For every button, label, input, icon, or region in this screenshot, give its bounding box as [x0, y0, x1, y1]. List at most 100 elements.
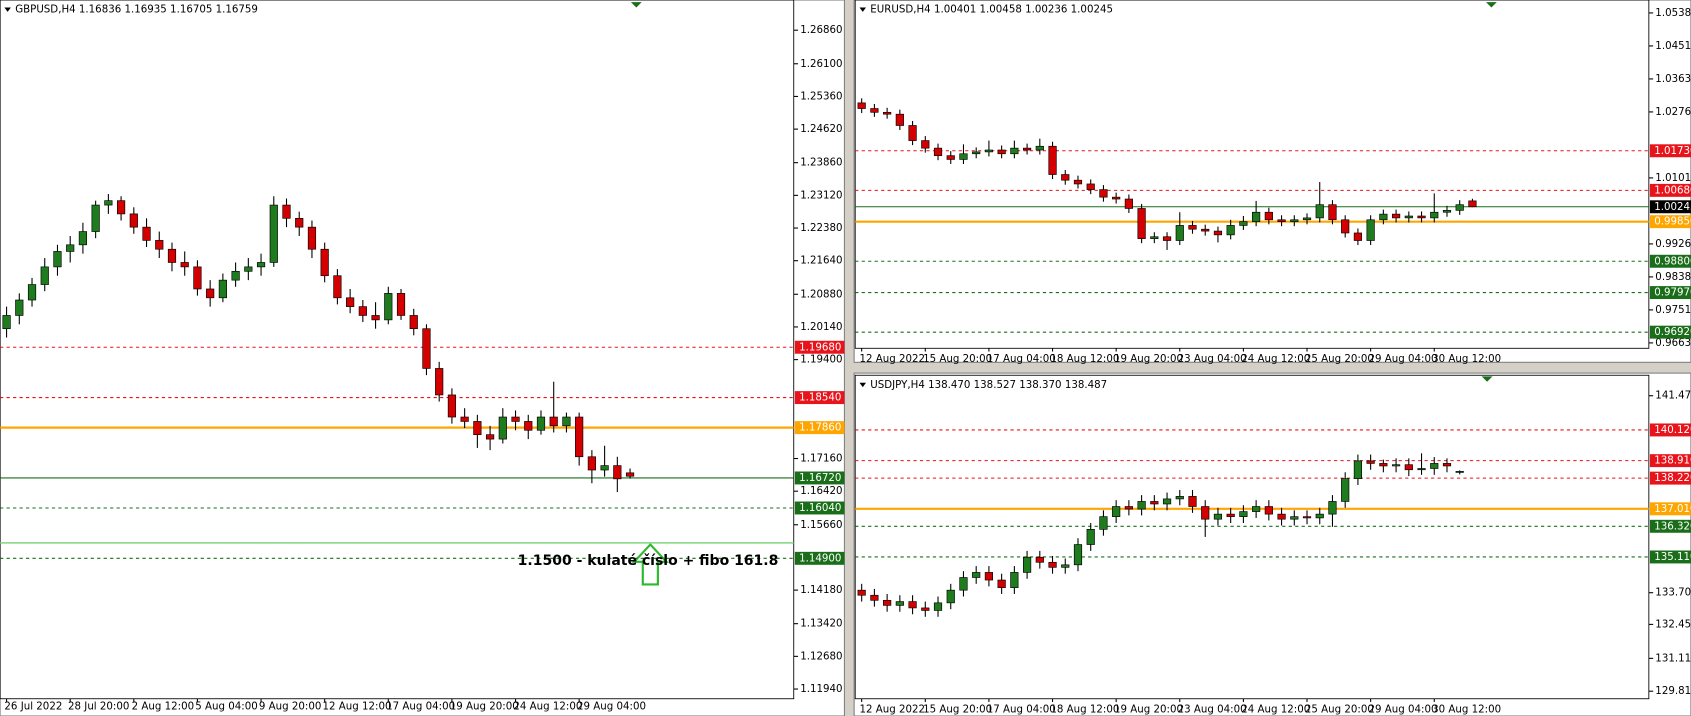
candle-body: [1455, 471, 1464, 473]
candle-body: [1213, 513, 1223, 520]
level-label: 1.01730: [1654, 145, 1691, 157]
candle-body: [1290, 516, 1299, 520]
x-tick-label: 12 Aug 12:00: [323, 700, 392, 712]
x-tick-label: 15 Aug 20:00: [923, 353, 992, 365]
level-label-bg: [1649, 144, 1691, 158]
candle-body: [1455, 204, 1464, 211]
candle-body: [396, 293, 406, 316]
level-label-bg: [1649, 215, 1691, 229]
x-tick-label: 28 Jul 20:00: [68, 700, 129, 712]
candle-body: [15, 299, 24, 316]
plot-area: [854, 0, 1650, 349]
candle-body: [1379, 213, 1388, 221]
y-tick-label: 1.25360: [800, 90, 842, 102]
candle-body: [1061, 174, 1070, 181]
candle-body: [536, 416, 546, 431]
y-tick-label: 1.15660: [800, 519, 842, 531]
title-marker: [4, 7, 11, 12]
candle-body: [1366, 219, 1375, 241]
candle-body: [984, 572, 994, 581]
candle-body: [1430, 463, 1439, 469]
candle-body: [1124, 198, 1133, 209]
candle-body: [1035, 145, 1044, 151]
level-label-bg: [794, 421, 845, 435]
candle-body: [269, 204, 278, 263]
level-label-bg: [1649, 183, 1691, 197]
candle-body: [1010, 572, 1019, 588]
candle-body: [1442, 210, 1452, 213]
candle-body: [1201, 228, 1210, 232]
candle-body: [1022, 556, 1032, 573]
candle-body: [27, 284, 37, 301]
y-tick-label: 1.23120: [800, 189, 842, 201]
candle-body: [1315, 204, 1324, 219]
candle-body: [1442, 463, 1452, 467]
candle-body: [1379, 463, 1388, 467]
x-tick-label: 18 Aug 12:00: [1050, 704, 1119, 716]
candle-body: [53, 251, 62, 268]
x-tick-label: 24 Aug 12:00: [1241, 353, 1310, 365]
candle-body: [857, 589, 866, 596]
candle-body: [1022, 147, 1032, 151]
candle-body: [447, 394, 457, 418]
y-tick-label: 1.24620: [800, 123, 842, 135]
level-label-bg: [794, 391, 845, 405]
candle-body: [1468, 200, 1477, 208]
candle-body: [997, 149, 1006, 155]
candle-body: [1353, 460, 1363, 479]
candle-body: [104, 200, 113, 206]
x-tick-label: 23 Aug 04:00: [1178, 704, 1247, 716]
level-label: 138.910: [1654, 455, 1691, 467]
x-tick-label: 5 Aug 04:00: [195, 700, 257, 712]
candle-body: [371, 315, 380, 321]
candle-body: [206, 288, 215, 299]
y-tick-label: 1.16420: [800, 485, 842, 497]
y-tick-label: 1.13420: [800, 618, 842, 630]
panel-usdjpy: [853, 372, 1691, 716]
x-tick-label: 12 Aug 2022: [860, 704, 926, 716]
level-label-bg: [1649, 254, 1691, 268]
candle-body: [1137, 208, 1146, 239]
candle-body: [1188, 496, 1197, 507]
level-label-bg: [1649, 519, 1691, 533]
candle-body: [895, 113, 904, 126]
candle-body: [895, 601, 904, 606]
level-label-bg: [1649, 200, 1691, 214]
candle-body: [1302, 217, 1312, 221]
candle-body: [1226, 513, 1235, 517]
candle-body: [575, 416, 584, 458]
candle-body: [1290, 219, 1299, 222]
candle-body: [1150, 236, 1159, 239]
level-label-bg: [1649, 502, 1691, 516]
y-tick-label: 1.14180: [800, 584, 842, 596]
x-tick-label: 30 Aug 12:00: [1432, 704, 1501, 716]
candle-body: [1328, 204, 1337, 221]
x-tick-label: 17 Aug 04:00: [987, 353, 1056, 365]
y-tick-label: 0.96635: [1655, 337, 1691, 349]
x-tick-label: 17 Aug 04:00: [987, 704, 1056, 716]
candle-body: [244, 266, 253, 272]
candle-body: [1099, 189, 1108, 198]
candle-body: [1213, 230, 1223, 236]
candle-body: [333, 275, 342, 299]
candle-body: [1328, 501, 1337, 515]
candle-body: [1073, 544, 1083, 566]
shift-marker: [1486, 2, 1497, 8]
candle-body: [1239, 221, 1248, 226]
level-label: 1.14900: [799, 552, 841, 564]
level-label: 1.16040: [799, 502, 841, 514]
level-label-bg: [1649, 423, 1691, 437]
candle-body: [972, 151, 981, 155]
candle-body: [1252, 506, 1261, 512]
candle-body: [1112, 196, 1121, 200]
candle-body: [1150, 501, 1159, 505]
candle-body: [1048, 145, 1057, 175]
candle-body: [511, 416, 520, 422]
candle-body: [1341, 478, 1350, 502]
candle-body: [1201, 506, 1210, 520]
candle-body: [1073, 179, 1083, 185]
candle-body: [1366, 460, 1375, 464]
title-marker: [859, 382, 866, 388]
